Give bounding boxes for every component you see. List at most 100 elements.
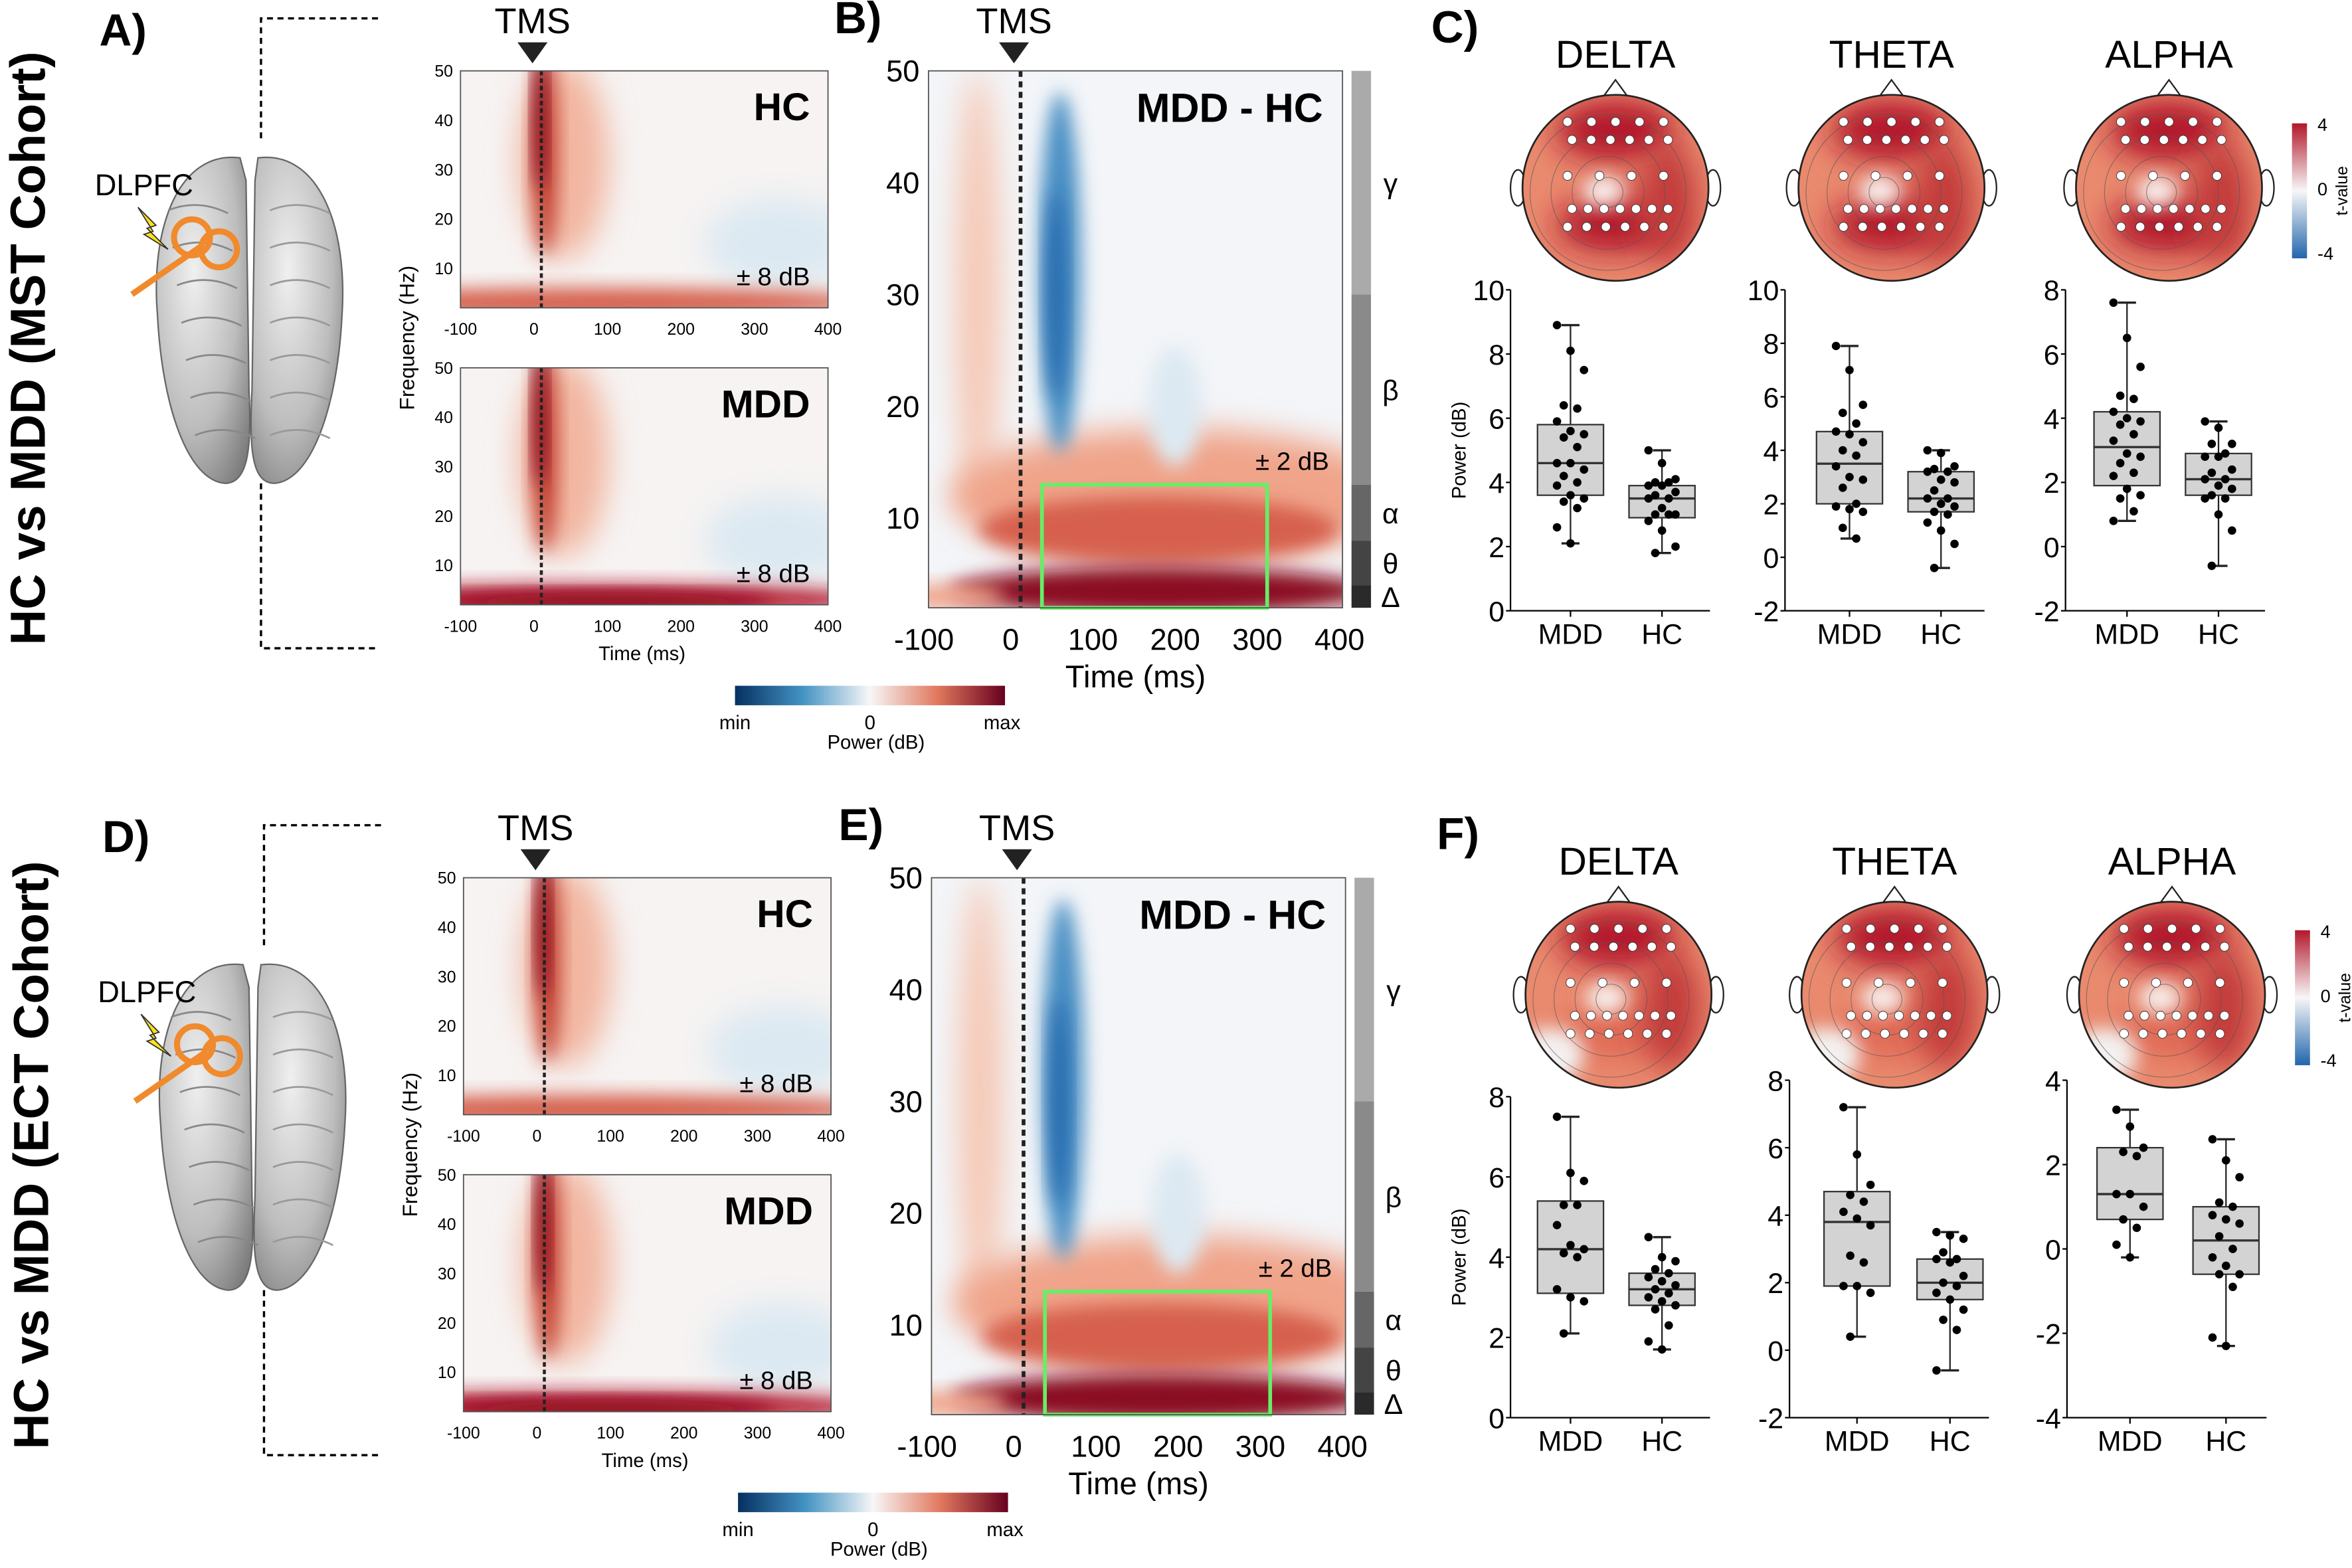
t-value-tick: 0 — [2317, 179, 2327, 199]
data-point — [1566, 1168, 1575, 1177]
tf-diff-map: E) TMS 10 20 30 40 50 -100 0 100 200 300 400 Time (ms… — [838, 800, 1403, 1502]
map-title: MDD - HC — [1139, 892, 1326, 937]
electrode-dot — [1900, 135, 1911, 145]
data-point — [2136, 452, 2145, 462]
time-tick-label: 0 — [1006, 1429, 1022, 1463]
data-point — [1671, 1257, 1680, 1266]
colorbar-max: max — [986, 1519, 1024, 1541]
freq-tick-label: 30 — [886, 278, 919, 311]
electrode-dot — [2143, 942, 2153, 952]
band-bar-segment — [1354, 1101, 1374, 1292]
electrode-dot — [1843, 204, 1853, 214]
data-point — [1665, 478, 1673, 487]
data-point — [1559, 433, 1568, 442]
electrode-dot — [1586, 117, 1597, 127]
electrode-dot — [1601, 222, 1611, 232]
electrode-dot — [1666, 1011, 1676, 1021]
electrode-dot — [1942, 942, 1952, 952]
map-title: MDD - HC — [1136, 85, 1323, 130]
topo-blob — [1638, 143, 1698, 263]
electrode-dot — [1597, 978, 1607, 988]
electrode-dot — [2200, 942, 2211, 952]
data-point — [2109, 298, 2118, 307]
data-point — [1552, 523, 1562, 532]
electrode-dot — [1859, 204, 1869, 214]
data-point — [1932, 1227, 1941, 1237]
data-point — [1580, 365, 1589, 375]
topo-blob — [1558, 907, 1679, 968]
time-tick-label: -100 — [444, 321, 477, 339]
band-bar-segment — [1354, 1348, 1374, 1393]
data-point — [1580, 1245, 1589, 1254]
topo-blob — [1834, 907, 1955, 968]
electrode-dot — [1860, 1029, 1871, 1039]
electrode-dot — [2212, 117, 2222, 127]
data-point — [2132, 1223, 2141, 1233]
electrode-dot — [1599, 204, 1609, 214]
y-tick-label: 2 — [1489, 1323, 1504, 1355]
y-tick-label: 6 — [1767, 1133, 1783, 1165]
data-point — [1945, 1231, 1955, 1240]
gyrus-line — [269, 391, 331, 402]
y-tick-label: 2 — [1763, 489, 1779, 521]
band-bar-segment — [1354, 1392, 1374, 1415]
data-point — [2132, 1152, 2141, 1161]
contour-line — [1532, 920, 1690, 1078]
data-point — [1566, 459, 1575, 468]
data-point — [1838, 523, 1847, 533]
gyrus-line — [197, 1236, 259, 1247]
x-tick-label: MDD — [2098, 1425, 2163, 1457]
electrode-dot — [1841, 1029, 1852, 1039]
data-point — [1952, 1255, 1961, 1264]
data-point — [2201, 417, 2210, 426]
data-point — [1657, 526, 1667, 535]
data-point — [1936, 448, 1945, 458]
tms-label: TMS — [979, 808, 1055, 848]
data-point — [2228, 1245, 2237, 1253]
cohort-label: HC vs MDD (MST Cohort) — [1, 51, 56, 645]
t-value-label: t-value — [2337, 973, 2352, 1023]
data-point — [1853, 1282, 1862, 1290]
data-point — [1923, 467, 1932, 476]
map-scale: ± 8 dB — [739, 1070, 813, 1098]
electrode-dot — [1877, 222, 1887, 232]
y-tick-label: 4 — [1763, 436, 1779, 468]
data-point — [1936, 476, 1945, 484]
y-tick-label: 2 — [2045, 1150, 2061, 1181]
electrode-dot — [2119, 978, 2129, 988]
data-point — [2215, 1270, 2224, 1279]
data-point — [2109, 472, 2118, 481]
time-tick-label: 400 — [817, 1128, 844, 1146]
plot-frame — [462, 877, 832, 1116]
band-label: Δ — [1381, 582, 1400, 614]
electrode-dot — [2120, 135, 2131, 145]
head-outline — [1797, 94, 1986, 282]
electrode-dot — [1604, 1029, 1614, 1039]
electrode-dot — [1661, 1029, 1672, 1039]
electrode-dot — [1663, 204, 1673, 214]
bracket-line — [262, 1290, 381, 1456]
data-point — [2221, 1261, 2230, 1270]
data-point — [1923, 518, 1932, 527]
data-point — [1839, 1282, 1848, 1290]
data-point — [1939, 1315, 1947, 1324]
colorbar-max: max — [984, 712, 1021, 734]
panel-label: D) — [102, 812, 149, 862]
y-tick-label: 6 — [1489, 1162, 1504, 1194]
electrode-dot — [1910, 117, 1921, 127]
head-outline — [2078, 901, 2266, 1089]
heat-blob — [705, 199, 828, 289]
electrode-dot — [1589, 942, 1599, 952]
time-tick-label: 0 — [1002, 622, 1019, 656]
electrode-dot — [2183, 978, 2193, 988]
electrode-dot — [1627, 942, 1638, 952]
heat-blob — [978, 496, 1339, 563]
gyrus-line — [185, 354, 246, 365]
time-tick-label: 300 — [1235, 1429, 1285, 1463]
brain-illustration — [158, 963, 347, 1291]
time-tick-label: 200 — [670, 1425, 697, 1442]
map-title: HC — [757, 893, 813, 936]
electrode-dot — [1906, 978, 1916, 988]
data-point — [1580, 494, 1589, 503]
electrode-dot — [2120, 204, 2131, 214]
